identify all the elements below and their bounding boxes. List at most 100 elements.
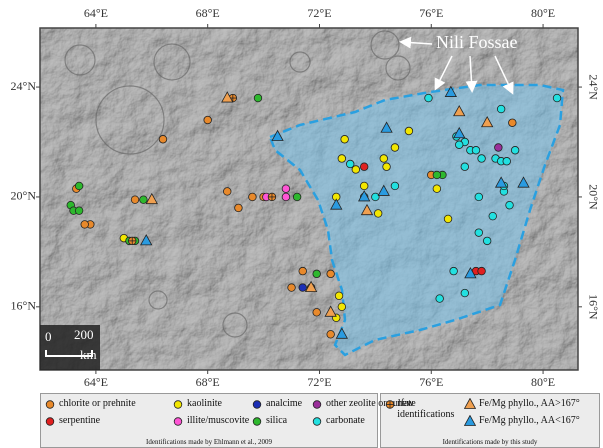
site-marker [497,105,505,113]
site-marker-body [495,144,503,152]
site-marker [293,193,301,201]
legend-icon [311,398,323,410]
site-marker [313,309,321,317]
site-marker [444,215,452,223]
site-marker [380,155,388,163]
site-marker-body [475,229,483,237]
site-marker-body [489,212,497,220]
site-marker-body [380,155,388,163]
site-marker-body [335,292,343,300]
site-marker [391,182,399,190]
site-marker [483,237,491,245]
legend-symbol [46,401,54,409]
legend-note: Identifications made by Ehlmann et al., … [41,438,377,446]
legend-label: illite/muscovite [187,415,249,426]
site-marker [335,292,343,300]
site-marker [506,201,514,209]
site-marker-body [338,303,346,311]
site-marker-body [391,144,399,152]
x-tick-label: 68°E [196,375,220,389]
site-marker-body [478,267,486,275]
y-tick-label: 16°N [11,299,37,313]
site-marker [433,185,441,193]
site-marker-body [497,105,505,113]
legend-label: Fe/Mg phyllo., AA<167° [479,415,580,426]
legend-symbol [253,401,261,409]
legend-label: Fe/Mg phyllo., AA>167° [479,398,580,409]
legend-item: illite/muscovite [172,415,249,427]
site-marker [128,237,136,245]
legend-symbol-body [46,418,54,426]
site-marker [360,182,368,190]
site-marker-body [391,182,399,190]
site-marker [313,270,321,278]
x-tick-label: 64°E [84,375,108,389]
legend-icon [251,398,263,410]
site-marker [475,229,483,237]
legend-icon [464,398,476,410]
legend-symbol [46,418,54,426]
site-marker-body [360,163,368,171]
x-tick-label: 64°E [84,6,108,20]
legend-label: carbonate [326,415,365,426]
x-tick-label: 72°E [307,375,331,389]
legend-label: silica [266,415,287,426]
site-marker [391,144,399,152]
site-marker-body [461,289,469,297]
legend-symbol-body [253,418,261,426]
legend-item: Fe/Mg phyllo., AA<167° [464,415,580,427]
legend-symbol-body [253,401,261,409]
y-tick-label: 16°N [586,294,600,320]
legend-symbol [313,418,321,426]
site-marker-body [254,94,262,102]
site-marker-body [313,270,321,278]
site-marker-body [282,185,290,193]
y-tick-label: 20°N [11,189,37,203]
site-marker [204,116,212,124]
legend-label: new identifications [397,398,462,420]
site-marker [299,267,307,275]
site-marker [503,157,511,165]
site-marker [288,284,296,292]
site-marker [461,289,469,297]
site-marker [553,94,561,102]
site-marker [159,135,167,143]
site-marker-body [509,119,517,127]
site-marker [405,127,413,135]
legend-item: serpentine [44,415,100,427]
site-marker-body [461,163,469,171]
legend-symbol [465,416,476,426]
y-tick-label: 20°N [586,184,600,210]
site-marker-body [327,270,335,278]
legend-symbol [465,399,476,409]
legend-icon [384,398,394,410]
site-marker [75,207,83,215]
site-marker-body [249,193,257,201]
site-marker-body [433,185,441,193]
site-marker [140,196,148,204]
x-tick-label: 80°E [531,6,555,20]
site-marker-body [472,146,480,154]
page: {"chart_data": {"type": "map", "annotati… [0,0,603,448]
site-marker-body [235,204,243,212]
scale-label: 200 [74,327,94,342]
site-marker-body [383,163,391,171]
legend-item: analcime [251,398,302,410]
site-marker-body [75,182,83,190]
site-marker [383,163,391,171]
x-tick-label: 76°E [419,375,443,389]
site-marker-body [131,196,139,204]
legend-symbol-body [174,401,182,409]
legend-icon [172,398,184,410]
legend-symbol-body [313,418,321,426]
site-marker-body [511,146,519,154]
site-marker [478,267,486,275]
site-marker-body [475,193,483,201]
legend-item: silica [251,415,287,427]
legend-icon [464,415,476,427]
legend-symbol-body [174,418,182,426]
site-marker [338,303,346,311]
site-marker [478,155,486,163]
y-tick-label: 24°N [586,74,600,100]
site-marker-body [288,284,296,292]
